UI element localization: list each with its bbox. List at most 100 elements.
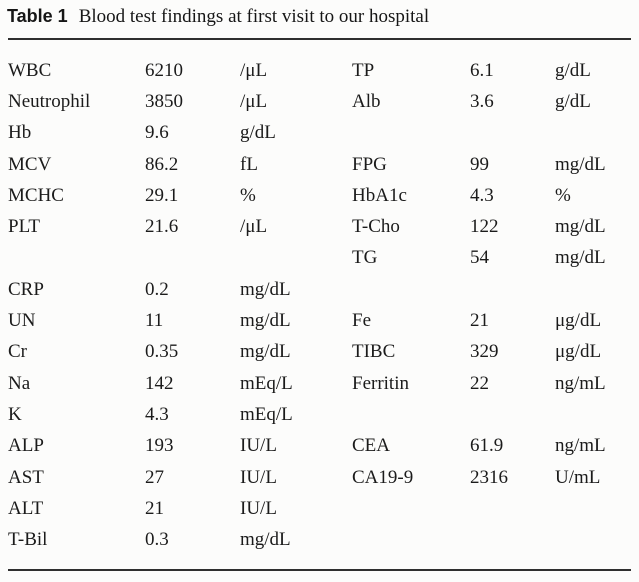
test-value: 0.2 [145, 278, 169, 300]
test-unit: IU/L [240, 497, 277, 519]
test-unit: g/dL [240, 122, 276, 144]
test-unit [555, 118, 631, 149]
test-value: 21 [470, 310, 489, 332]
test-value: 0.3 [145, 529, 169, 551]
test-unit: μg/dL [555, 310, 602, 332]
test-unit: mEq/L [240, 403, 293, 425]
test-value: 61.9 [470, 435, 504, 457]
test-name [352, 118, 470, 149]
test-unit: /μL [240, 90, 268, 112]
test-value: 2316 [470, 466, 508, 488]
test-name: ALT [8, 497, 44, 519]
test-unit: g/dL [555, 59, 591, 81]
test-value: 193 [145, 435, 174, 457]
test-unit [555, 493, 631, 524]
test-value: 99 [470, 153, 489, 175]
test-value [470, 274, 555, 305]
test-name: TP [352, 59, 375, 81]
test-unit: mg/dL [555, 247, 606, 269]
test-unit [555, 274, 631, 305]
test-name: PLT [8, 216, 41, 238]
test-unit: /μL [240, 59, 268, 81]
test-name: Fe [352, 310, 371, 332]
test-value: 122 [470, 216, 499, 238]
table-number-label: Table 1 [7, 6, 68, 26]
test-unit: IU/L [240, 435, 277, 457]
test-name: TG [352, 247, 378, 269]
test-name [8, 243, 145, 274]
test-value [145, 243, 240, 274]
test-unit: mg/dL [240, 341, 291, 363]
test-unit: g/dL [555, 90, 591, 112]
test-value: 4.3 [145, 403, 169, 425]
test-value: 4.3 [470, 184, 494, 206]
test-unit: ng/mL [555, 372, 606, 394]
test-name: TIBC [352, 341, 396, 363]
test-unit: U/mL [555, 466, 601, 488]
test-value: 329 [470, 341, 499, 363]
test-value: 27 [145, 466, 164, 488]
test-name: WBC [8, 59, 52, 81]
test-unit: /μL [240, 216, 268, 238]
test-value: 0.35 [145, 341, 179, 363]
test-value: 21.6 [145, 216, 179, 238]
test-unit [240, 243, 352, 274]
test-unit: μg/dL [555, 341, 602, 363]
table-top-rule [8, 38, 631, 40]
test-name: Ferritin [352, 372, 409, 394]
test-value [470, 118, 555, 149]
test-unit: mg/dL [240, 278, 291, 300]
test-name: Hb [8, 122, 32, 144]
test-name [352, 399, 470, 430]
test-value: 6.1 [470, 59, 494, 81]
test-name: CEA [352, 435, 390, 457]
test-unit: mg/dL [555, 153, 606, 175]
test-unit: mg/dL [240, 529, 291, 551]
test-unit: fL [240, 153, 258, 175]
test-name: UN [8, 310, 36, 332]
test-unit: ng/mL [555, 435, 606, 457]
test-value: 3850 [145, 90, 183, 112]
table-bottom-rule [8, 569, 631, 571]
test-value: 3.6 [470, 90, 494, 112]
test-name: Alb [352, 90, 381, 112]
test-name: CA19-9 [352, 466, 414, 488]
test-value: 86.2 [145, 153, 179, 175]
test-unit: mEq/L [240, 372, 293, 394]
test-unit: mg/dL [555, 216, 606, 238]
test-unit: % [555, 184, 571, 206]
test-name: Na [8, 372, 31, 394]
test-name: Cr [8, 341, 27, 363]
table-caption-text: Blood test findings at first visit to ou… [78, 6, 430, 27]
table-caption: Table 1 Blood test findings at first visi… [7, 6, 429, 28]
test-name [352, 274, 470, 305]
test-name: T-Bil [8, 529, 48, 551]
test-value [470, 524, 555, 555]
test-value [470, 493, 555, 524]
test-value: 142 [145, 372, 174, 394]
blood-test-table: WBC 6210 /μL TP 6.1 g/dL Neutrophil 3850… [8, 55, 631, 556]
test-name: MCV [8, 153, 52, 175]
test-name [352, 493, 470, 524]
test-name [352, 524, 470, 555]
test-unit [555, 399, 631, 430]
test-name: CRP [8, 278, 44, 300]
test-value: 21 [145, 497, 164, 519]
test-name: HbA1c [352, 184, 407, 206]
test-unit [555, 524, 631, 555]
test-name: MCHC [8, 184, 64, 206]
test-value: 29.1 [145, 184, 179, 206]
test-name: Neutrophil [8, 90, 91, 112]
test-name: T-Cho [352, 216, 400, 238]
test-name: FPG [352, 153, 387, 175]
test-value: 9.6 [145, 122, 169, 144]
test-name: AST [8, 466, 44, 488]
test-value: 54 [470, 247, 489, 269]
test-value: 11 [145, 310, 164, 332]
test-value: 22 [470, 372, 489, 394]
test-unit: % [240, 184, 256, 206]
test-unit: mg/dL [240, 310, 291, 332]
test-value [470, 399, 555, 430]
test-name: ALP [8, 435, 44, 457]
